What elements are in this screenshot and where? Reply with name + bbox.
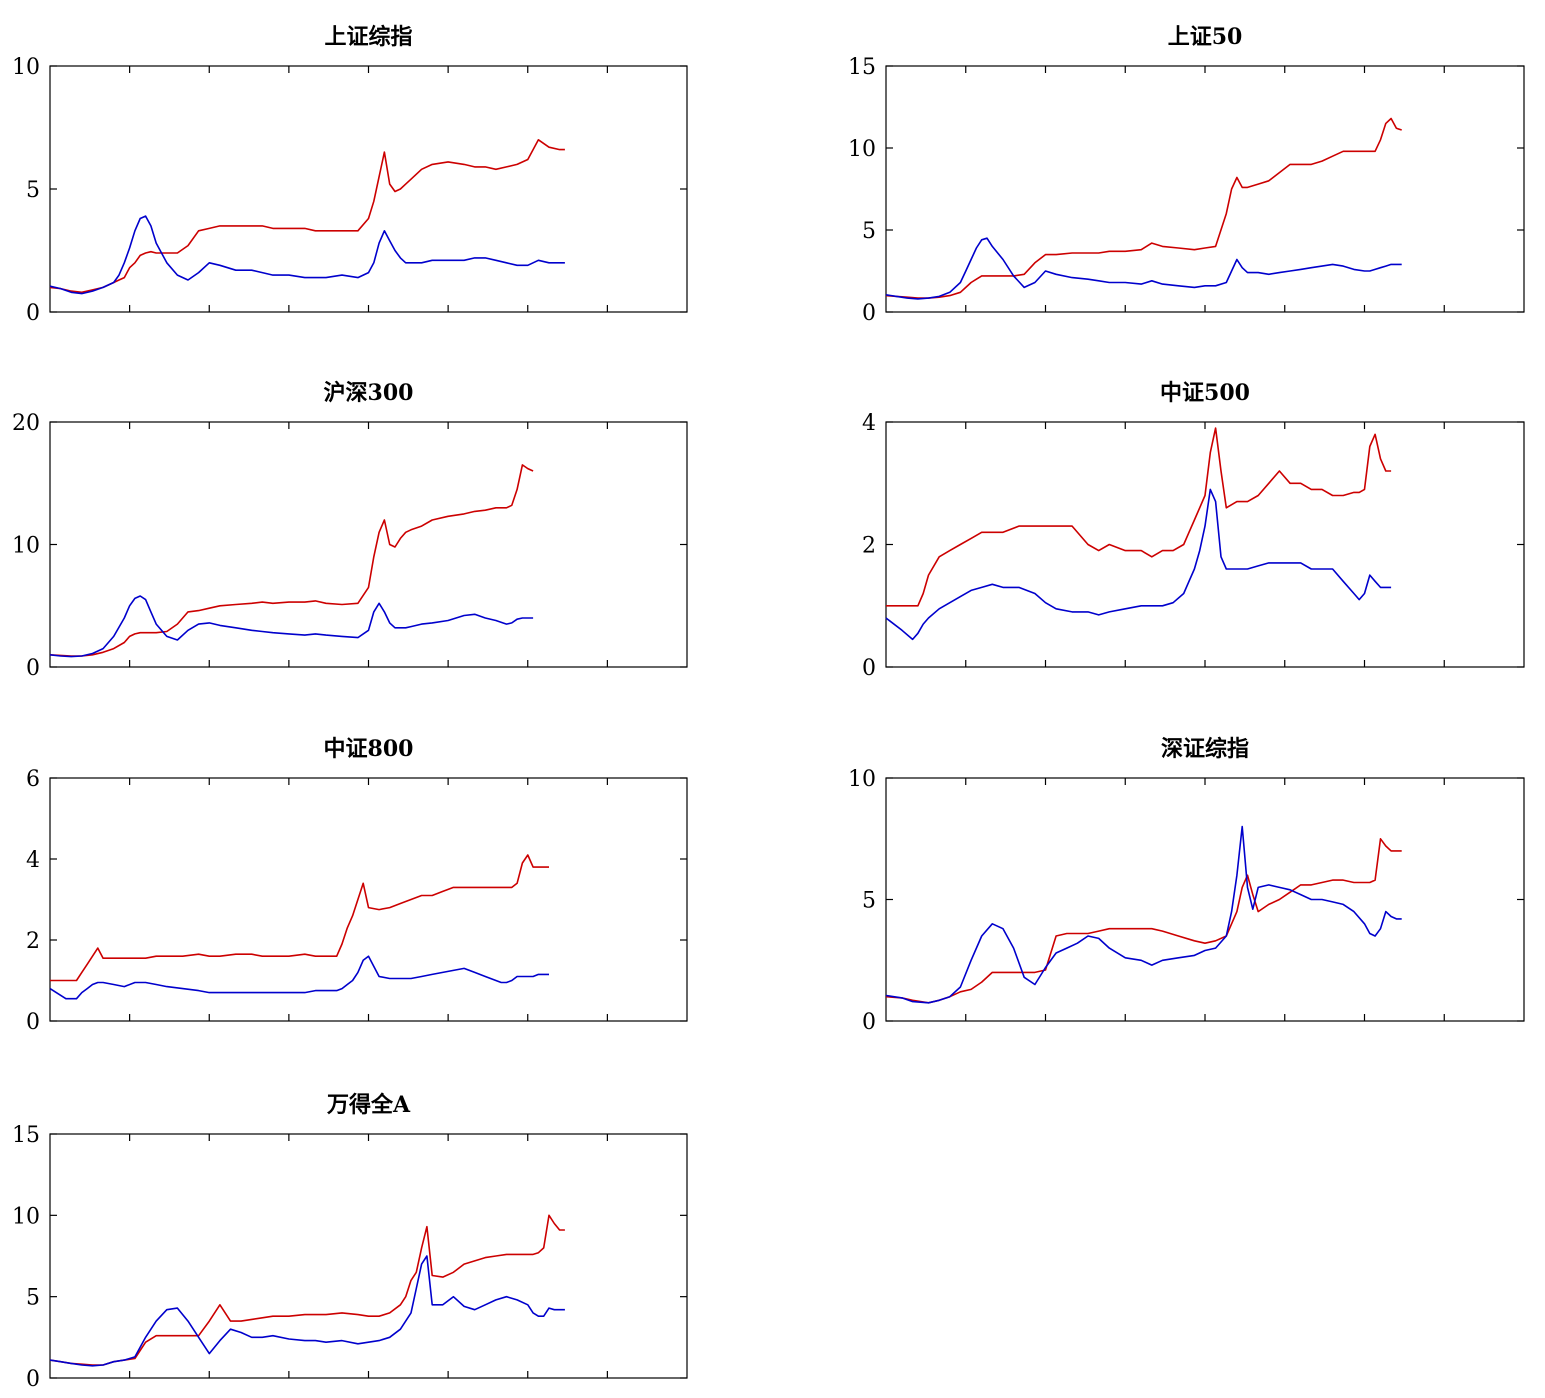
y-tick-label: 0 [26, 301, 40, 326]
chart-title: 上证50 [1168, 24, 1243, 50]
y-tick-label: 10 [12, 55, 40, 80]
chart-title: 万得全A [326, 1092, 411, 1118]
series-line-2 [49, 595, 534, 658]
series-line-2 [885, 825, 1402, 1004]
y-tick-label: 5 [26, 178, 40, 203]
series-line-2 [49, 955, 549, 1000]
y-tick-label: 0 [862, 656, 876, 681]
plot-frame [885, 421, 1525, 668]
chart-panel-4: 中证500 0 2 4 [862, 380, 1525, 681]
chart-title: 深证综指 [1161, 736, 1249, 762]
y-tick-label: 0 [862, 301, 876, 326]
plot-frame [49, 65, 688, 313]
series-line-1 [49, 139, 565, 294]
y-tick-label: 0 [26, 1010, 40, 1035]
y-tick-label: 15 [848, 55, 876, 80]
series-line-1 [885, 117, 1402, 299]
series-line-1 [49, 1214, 565, 1366]
y-tick-label: 15 [12, 1123, 40, 1148]
y-tick-label: 10 [848, 137, 876, 162]
y-tick-label: 0 [26, 1367, 40, 1392]
chart-title: 中证500 [1160, 380, 1250, 406]
plot-frame [49, 777, 688, 1022]
chart-title: 中证800 [324, 736, 414, 762]
chart-panel-6: 深证综指 0 5 10 [848, 736, 1525, 1035]
y-tick-label: 10 [12, 534, 40, 559]
series-line-2 [49, 1255, 565, 1367]
series-line-2 [885, 237, 1402, 300]
chart-panel-3: 沪深300 0 10 20 [12, 380, 688, 681]
chart-panel-5: 中证800 0 2 4 6 [26, 736, 688, 1035]
series-line-1 [886, 427, 1392, 607]
y-tick-label: 6 [26, 767, 40, 792]
plot-frame [885, 777, 1525, 1022]
chart-panel-1: 上证综指 0 5 10 [12, 24, 688, 326]
y-tick-label: 4 [26, 848, 40, 873]
y-tick-label: 5 [26, 1286, 40, 1311]
chart-panel-7: 万得全A 0 5 10 15 [12, 1092, 688, 1392]
series-line-2 [49, 215, 565, 295]
y-tick-label: 0 [862, 1010, 876, 1035]
y-tick-label: 2 [862, 534, 876, 559]
chart-panel-2: 上证50 0 5 10 15 [848, 24, 1525, 326]
y-tick-label: 5 [862, 889, 876, 914]
y-tick-label: 20 [12, 411, 40, 436]
y-tick-label: 0 [26, 656, 40, 681]
y-tick-label: 4 [862, 411, 876, 436]
chart-title: 上证综指 [324, 24, 412, 50]
y-tick-label: 10 [848, 767, 876, 792]
series-line-2 [885, 488, 1392, 641]
series-line-1 [49, 464, 534, 657]
y-tick-label: 2 [26, 929, 40, 954]
series-line-1 [885, 837, 1402, 1004]
series-line-1 [50, 854, 549, 982]
y-tick-label: 10 [12, 1204, 40, 1229]
chart-title: 沪深300 [324, 380, 414, 406]
y-tick-label: 5 [862, 219, 876, 244]
